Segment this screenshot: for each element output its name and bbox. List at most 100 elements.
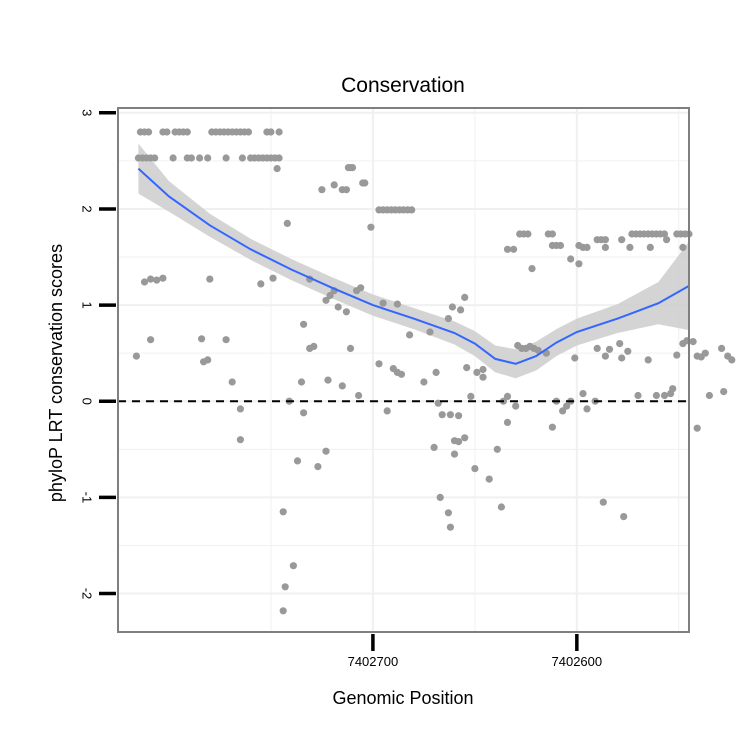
data-point [471, 465, 479, 473]
data-point [326, 291, 334, 300]
data-point [236, 405, 244, 413]
data-point [183, 128, 191, 136]
data-point [448, 303, 456, 311]
plot-area [117, 107, 736, 633]
data-point [624, 347, 632, 355]
data-point [281, 583, 289, 591]
data-point [322, 447, 330, 455]
data-point [679, 243, 687, 251]
data-point [436, 493, 444, 501]
data-point [457, 306, 465, 314]
data-point [342, 186, 350, 194]
data-point [132, 352, 140, 360]
data-point [346, 344, 355, 352]
data-point [473, 368, 481, 376]
data-point [461, 434, 469, 442]
data-point [534, 346, 542, 354]
y-axis-label: phyloP LRT conservation scores [46, 244, 66, 502]
data-point [463, 364, 471, 372]
scatter-points [132, 128, 736, 615]
data-point [660, 230, 669, 238]
data-point [693, 424, 701, 432]
data-point [357, 284, 365, 292]
data-point [620, 513, 628, 521]
chart-title: Conservation [341, 74, 465, 97]
data-point [348, 164, 357, 172]
data-point [275, 128, 283, 136]
data-point [306, 344, 314, 352]
y-tick-label: 1 [80, 301, 95, 308]
data-point [361, 179, 369, 187]
data-point [159, 274, 167, 282]
x-tick-label: 7402600 [552, 654, 603, 669]
data-point [222, 154, 230, 162]
y-tick-label: -1 [80, 492, 95, 504]
data-point [238, 154, 246, 162]
data-point [204, 154, 212, 162]
plot-background [118, 108, 689, 632]
data-point [279, 607, 287, 615]
data-point [140, 278, 149, 286]
data-point [432, 368, 440, 376]
data-point [151, 154, 159, 162]
data-point [528, 265, 536, 273]
data-point [244, 128, 253, 136]
data-point [397, 370, 406, 378]
data-point [673, 351, 681, 359]
data-point [669, 385, 677, 393]
data-point [503, 392, 512, 400]
data-point [236, 436, 244, 444]
data-point [626, 243, 634, 251]
data-point [147, 275, 155, 283]
y-tick-label: 2 [80, 205, 95, 212]
y-tick-label: 0 [80, 398, 95, 405]
data-point [618, 236, 626, 244]
data-point [198, 335, 206, 343]
data-point [567, 255, 575, 263]
data-point [279, 508, 287, 516]
data-point [267, 128, 275, 136]
data-point [187, 154, 195, 162]
data-point [467, 392, 475, 400]
data-point [461, 293, 469, 301]
data-point [324, 376, 332, 384]
data-point [283, 219, 291, 227]
data-point [169, 154, 177, 162]
data-point [338, 382, 346, 390]
data-point [228, 378, 236, 386]
data-point [147, 336, 155, 344]
data-point [485, 475, 493, 483]
data-point [206, 275, 214, 283]
data-point [257, 280, 265, 288]
data-point [383, 407, 391, 415]
data-point [455, 412, 463, 420]
data-point [556, 241, 565, 250]
data-point [330, 181, 338, 189]
y-tick-label: -2 [80, 588, 95, 600]
data-point [503, 418, 512, 426]
y-tick-label: 3 [80, 109, 95, 116]
data-point [314, 463, 322, 471]
data-point [497, 503, 505, 511]
data-point [593, 344, 601, 352]
data-point [450, 450, 459, 458]
data-point [512, 402, 520, 410]
data-point [273, 165, 281, 173]
smooth-line [137, 167, 690, 365]
data-point [426, 328, 434, 336]
data-point [652, 391, 661, 400]
data-point [406, 331, 414, 339]
data-point [322, 296, 330, 304]
data-point [575, 260, 583, 268]
data-point [269, 274, 277, 282]
data-point [718, 344, 726, 352]
data-point [689, 338, 697, 346]
data-point [293, 457, 302, 465]
data-point [300, 409, 308, 417]
data-point [318, 186, 326, 194]
data-point [646, 243, 654, 251]
data-point [605, 345, 614, 353]
data-point [163, 128, 171, 136]
x-axis-label: Genomic Position [332, 688, 473, 708]
